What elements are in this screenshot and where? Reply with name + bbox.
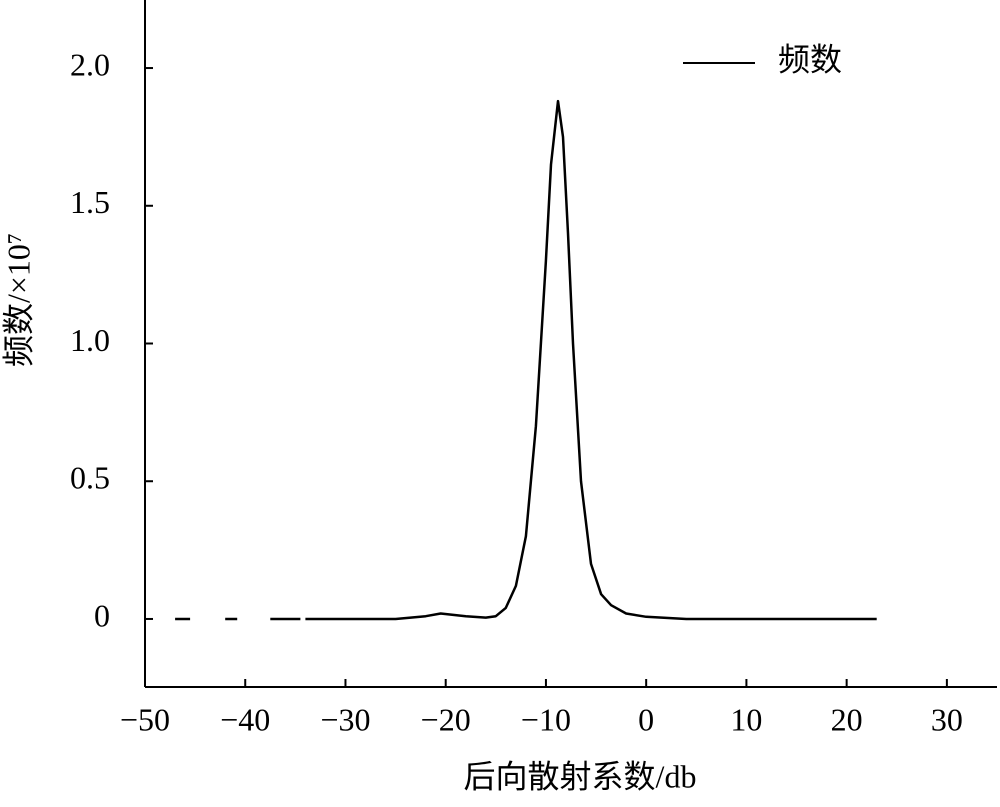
x-axis-label: 后向散射系数/db (464, 758, 697, 794)
x-tick-label: 20 (831, 701, 863, 737)
y-axis-label: 频数/×10⁷ (0, 233, 36, 367)
x-tick-label: −40 (220, 701, 270, 737)
x-tick-label: −30 (320, 701, 370, 737)
y-tick-label: 0 (94, 597, 110, 633)
x-tick-label: −50 (120, 701, 170, 737)
x-tick-label: 10 (730, 701, 762, 737)
x-tick-label: 30 (931, 701, 963, 737)
x-tick-label: 0 (638, 701, 654, 737)
legend-label: 频数 (778, 41, 842, 77)
y-tick-label: 0.5 (70, 460, 110, 496)
data-line (175, 99, 877, 621)
y-tick-label: 1.0 (70, 322, 110, 358)
x-tick-label: −20 (421, 701, 471, 737)
x-tick-label: −10 (521, 701, 571, 737)
y-tick-label: 1.5 (70, 184, 110, 220)
y-tick-label: 2.0 (70, 46, 110, 82)
